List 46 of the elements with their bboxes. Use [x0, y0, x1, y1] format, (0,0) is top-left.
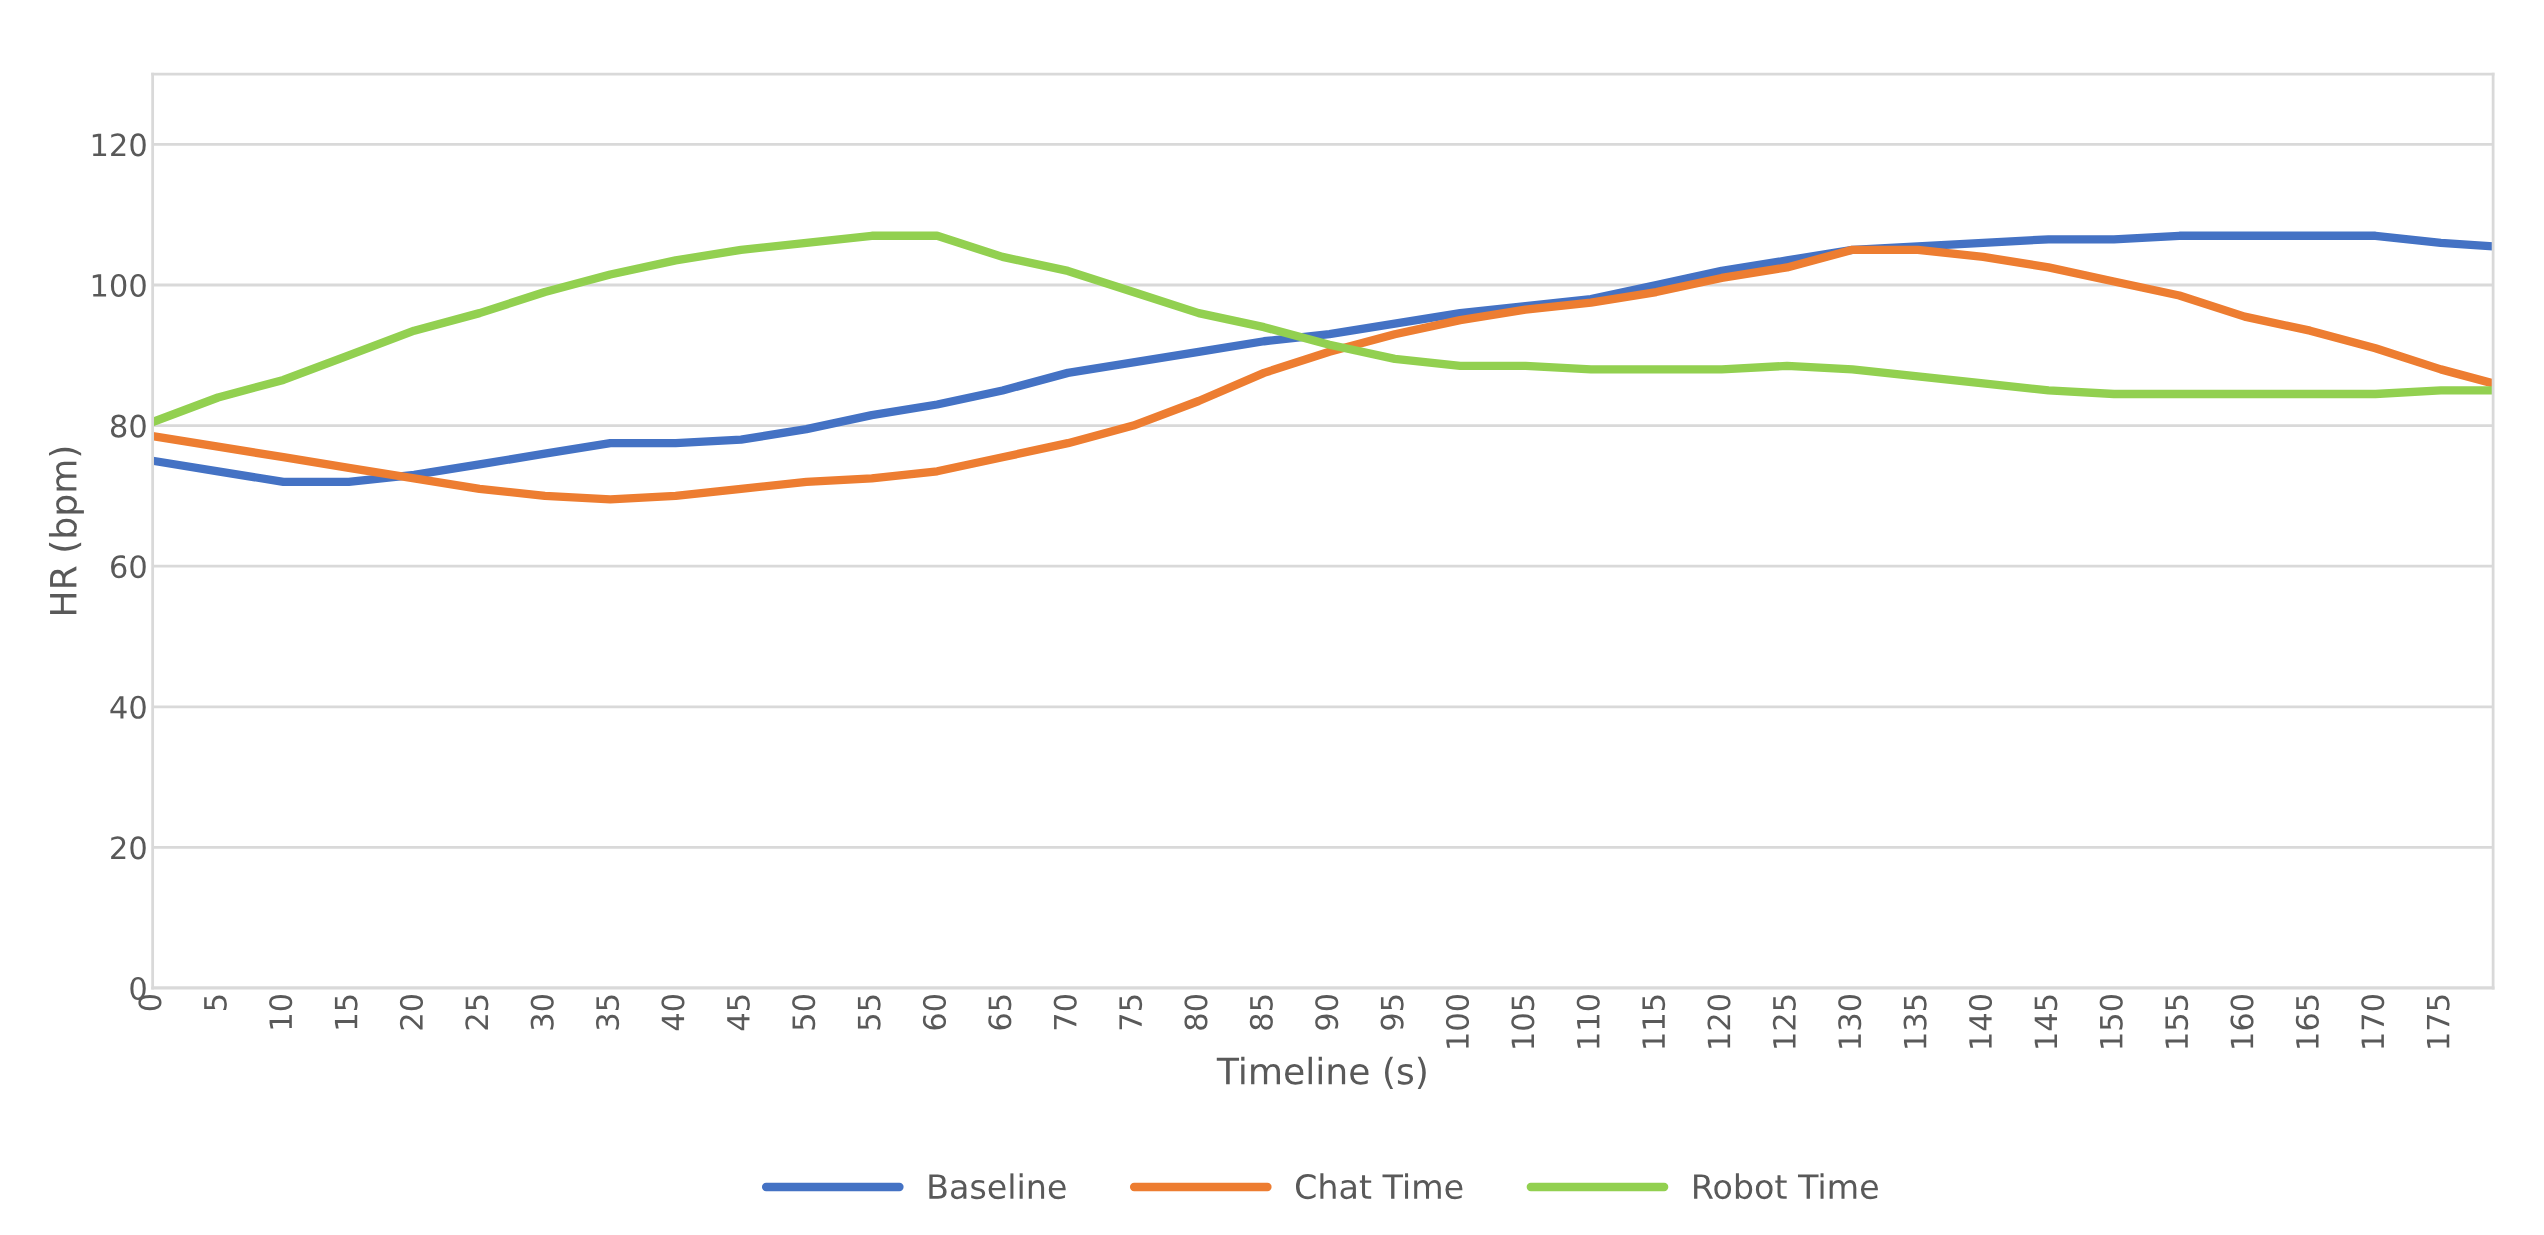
- x-tick-label: 65: [988, 995, 1012, 1030]
- x-tick-label: 175: [2426, 995, 2450, 1048]
- x-tick-label: 60: [922, 994, 947, 1030]
- y-tick-label: 80: [110, 414, 146, 438]
- x-tick-label: 35: [596, 995, 620, 1030]
- x-tick-label: 55: [857, 995, 881, 1030]
- x-tick-label: 155: [2165, 995, 2189, 1048]
- x-tick-label: 100: [1445, 994, 1470, 1048]
- x-tick-label: 165: [2295, 995, 2319, 1048]
- x-tick-label: 140: [1968, 994, 1993, 1048]
- x-tick-label: 10: [269, 994, 293, 1029]
- x-tick-label: 160: [2230, 994, 2254, 1048]
- x-tick-label: 80: [1184, 994, 1208, 1030]
- y-tick-label: 120: [92, 133, 146, 157]
- legend-label: Chat Time: [1295, 1173, 1463, 1200]
- y-tick-label: 60: [111, 555, 146, 579]
- y-tick-label: 40: [110, 695, 146, 719]
- x-tick-label: 70: [1053, 994, 1077, 1030]
- x-tick-label: 170: [2361, 994, 2385, 1048]
- x-axis-title: Timeline (s): [1216, 1056, 1426, 1089]
- x-tick-label: 115: [1642, 995, 1666, 1048]
- x-tick-label: 85: [1249, 995, 1273, 1030]
- x-tick-label: 45: [727, 995, 750, 1031]
- y-axis-title: HR (bpm): [48, 447, 84, 614]
- y-tick-label: 20: [111, 836, 146, 860]
- x-tick-label: 25: [465, 995, 489, 1030]
- x-tick-label: 20: [399, 994, 424, 1030]
- x-tick-label: 15: [334, 995, 358, 1029]
- x-tick-label: 40: [661, 994, 685, 1031]
- x-tick-label: 150: [2099, 994, 2123, 1048]
- x-tick-label: 120: [1707, 994, 1731, 1048]
- x-tick-label: 130: [1838, 994, 1862, 1048]
- x-tick-label: 30: [530, 994, 554, 1030]
- x-tick-label: 105: [1511, 995, 1535, 1048]
- x-tick-label: 145: [2034, 995, 2058, 1048]
- x-tick-label: 50: [792, 994, 816, 1030]
- y-tick-label: 100: [92, 273, 146, 298]
- x-tick-label: 135: [1903, 995, 1927, 1048]
- x-tick-label: 125: [1772, 995, 1796, 1048]
- x-tick-label: 75: [1119, 995, 1143, 1030]
- legend-label: Baseline: [929, 1173, 1066, 1200]
- x-tick-label: 110: [1576, 994, 1600, 1048]
- legend-label: Robot Time: [1694, 1173, 1878, 1200]
- x-tick-label: 95: [1380, 995, 1404, 1030]
- x-tick-label: 90: [1315, 994, 1339, 1030]
- x-tick-label: 5: [204, 995, 227, 1010]
